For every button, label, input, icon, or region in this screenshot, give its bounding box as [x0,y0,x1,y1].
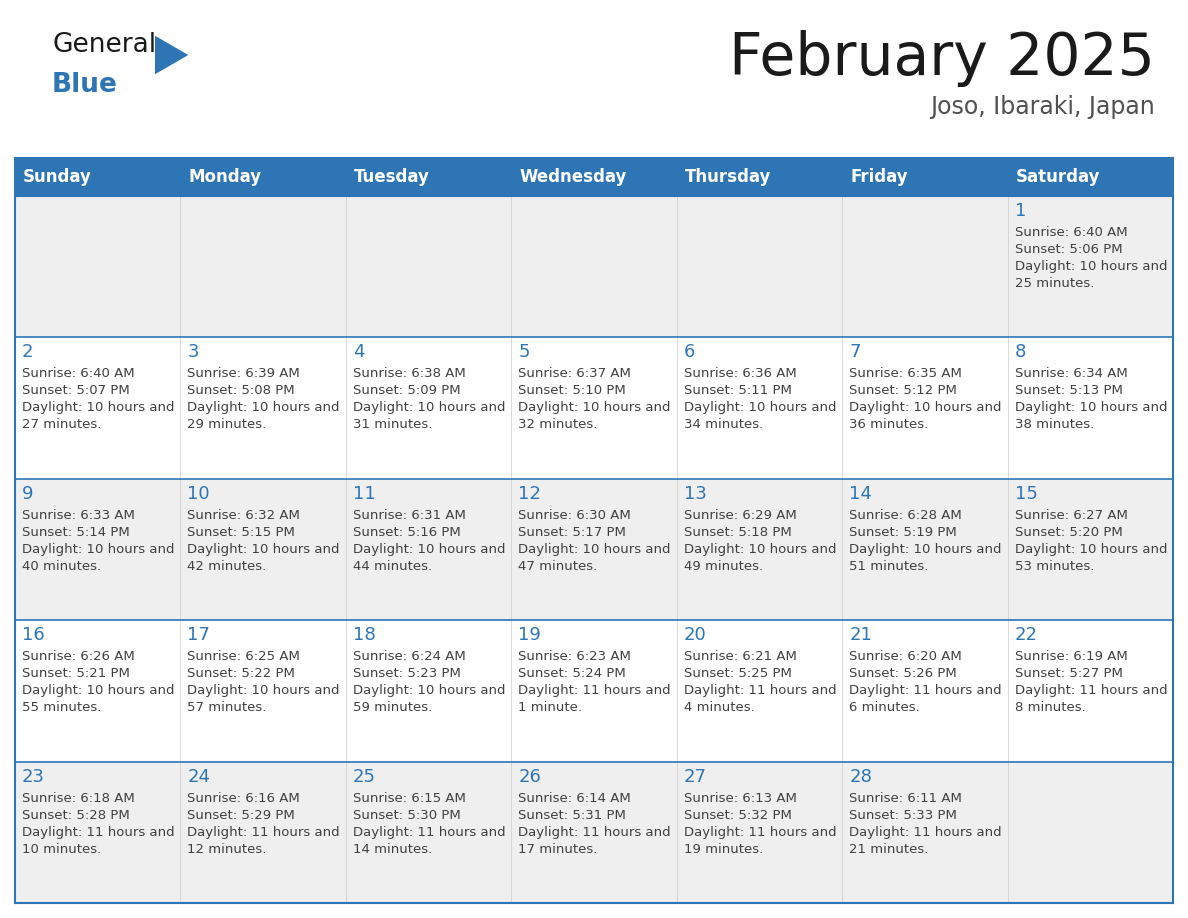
Text: Sunrise: 6:28 AM
Sunset: 5:19 PM
Daylight: 10 hours and
51 minutes.: Sunrise: 6:28 AM Sunset: 5:19 PM Dayligh… [849,509,1001,573]
Text: Saturday: Saturday [1016,168,1100,186]
Text: Friday: Friday [851,168,908,186]
Text: 26: 26 [518,767,542,786]
Text: Joso, Ibaraki, Japan: Joso, Ibaraki, Japan [930,95,1155,119]
Text: 9: 9 [23,485,33,503]
Text: 25: 25 [353,767,375,786]
Text: 27: 27 [684,767,707,786]
Text: 10: 10 [188,485,210,503]
Text: 15: 15 [1015,485,1037,503]
Text: Tuesday: Tuesday [354,168,430,186]
Text: Sunrise: 6:34 AM
Sunset: 5:13 PM
Daylight: 10 hours and
38 minutes.: Sunrise: 6:34 AM Sunset: 5:13 PM Dayligh… [1015,367,1167,431]
Text: Wednesday: Wednesday [519,168,626,186]
Text: Sunrise: 6:35 AM
Sunset: 5:12 PM
Daylight: 10 hours and
36 minutes.: Sunrise: 6:35 AM Sunset: 5:12 PM Dayligh… [849,367,1001,431]
Text: Sunrise: 6:29 AM
Sunset: 5:18 PM
Daylight: 10 hours and
49 minutes.: Sunrise: 6:29 AM Sunset: 5:18 PM Dayligh… [684,509,836,573]
Text: Sunrise: 6:14 AM
Sunset: 5:31 PM
Daylight: 11 hours and
17 minutes.: Sunrise: 6:14 AM Sunset: 5:31 PM Dayligh… [518,791,671,856]
Text: Sunrise: 6:11 AM
Sunset: 5:33 PM
Daylight: 11 hours and
21 minutes.: Sunrise: 6:11 AM Sunset: 5:33 PM Dayligh… [849,791,1001,856]
Text: Sunrise: 6:33 AM
Sunset: 5:14 PM
Daylight: 10 hours and
40 minutes.: Sunrise: 6:33 AM Sunset: 5:14 PM Dayligh… [23,509,175,573]
Text: Sunrise: 6:37 AM
Sunset: 5:10 PM
Daylight: 10 hours and
32 minutes.: Sunrise: 6:37 AM Sunset: 5:10 PM Dayligh… [518,367,671,431]
Text: Sunrise: 6:26 AM
Sunset: 5:21 PM
Daylight: 10 hours and
55 minutes.: Sunrise: 6:26 AM Sunset: 5:21 PM Dayligh… [23,650,175,714]
Text: February 2025: February 2025 [729,30,1155,87]
Text: 7: 7 [849,343,860,362]
Text: 28: 28 [849,767,872,786]
Text: 6: 6 [684,343,695,362]
Text: 14: 14 [849,485,872,503]
Text: Sunrise: 6:39 AM
Sunset: 5:08 PM
Daylight: 10 hours and
29 minutes.: Sunrise: 6:39 AM Sunset: 5:08 PM Dayligh… [188,367,340,431]
Text: 12: 12 [518,485,542,503]
Text: Sunrise: 6:36 AM
Sunset: 5:11 PM
Daylight: 10 hours and
34 minutes.: Sunrise: 6:36 AM Sunset: 5:11 PM Dayligh… [684,367,836,431]
Text: 16: 16 [23,626,45,644]
Text: Sunrise: 6:13 AM
Sunset: 5:32 PM
Daylight: 11 hours and
19 minutes.: Sunrise: 6:13 AM Sunset: 5:32 PM Dayligh… [684,791,836,856]
Text: Sunrise: 6:27 AM
Sunset: 5:20 PM
Daylight: 10 hours and
53 minutes.: Sunrise: 6:27 AM Sunset: 5:20 PM Dayligh… [1015,509,1167,573]
Text: 17: 17 [188,626,210,644]
Text: Sunrise: 6:25 AM
Sunset: 5:22 PM
Daylight: 10 hours and
57 minutes.: Sunrise: 6:25 AM Sunset: 5:22 PM Dayligh… [188,650,340,714]
Text: Sunrise: 6:32 AM
Sunset: 5:15 PM
Daylight: 10 hours and
42 minutes.: Sunrise: 6:32 AM Sunset: 5:15 PM Dayligh… [188,509,340,573]
Text: Sunrise: 6:23 AM
Sunset: 5:24 PM
Daylight: 11 hours and
1 minute.: Sunrise: 6:23 AM Sunset: 5:24 PM Dayligh… [518,650,671,714]
Text: Thursday: Thursday [684,168,771,186]
Text: 5: 5 [518,343,530,362]
Text: Monday: Monday [189,168,261,186]
Text: 20: 20 [684,626,707,644]
Text: 22: 22 [1015,626,1037,644]
Text: Sunrise: 6:19 AM
Sunset: 5:27 PM
Daylight: 11 hours and
8 minutes.: Sunrise: 6:19 AM Sunset: 5:27 PM Dayligh… [1015,650,1167,714]
Text: Sunday: Sunday [23,168,91,186]
Text: 2: 2 [23,343,33,362]
Text: Sunrise: 6:16 AM
Sunset: 5:29 PM
Daylight: 11 hours and
12 minutes.: Sunrise: 6:16 AM Sunset: 5:29 PM Dayligh… [188,791,340,856]
Text: 1: 1 [1015,202,1026,220]
Text: 11: 11 [353,485,375,503]
Text: 18: 18 [353,626,375,644]
Text: 21: 21 [849,626,872,644]
Text: 23: 23 [23,767,45,786]
Text: Sunrise: 6:38 AM
Sunset: 5:09 PM
Daylight: 10 hours and
31 minutes.: Sunrise: 6:38 AM Sunset: 5:09 PM Dayligh… [353,367,505,431]
Text: 13: 13 [684,485,707,503]
Text: 19: 19 [518,626,542,644]
Text: Sunrise: 6:24 AM
Sunset: 5:23 PM
Daylight: 10 hours and
59 minutes.: Sunrise: 6:24 AM Sunset: 5:23 PM Dayligh… [353,650,505,714]
Text: Sunrise: 6:21 AM
Sunset: 5:25 PM
Daylight: 11 hours and
4 minutes.: Sunrise: 6:21 AM Sunset: 5:25 PM Dayligh… [684,650,836,714]
Text: Sunrise: 6:31 AM
Sunset: 5:16 PM
Daylight: 10 hours and
44 minutes.: Sunrise: 6:31 AM Sunset: 5:16 PM Dayligh… [353,509,505,573]
Text: Sunrise: 6:40 AM
Sunset: 5:06 PM
Daylight: 10 hours and
25 minutes.: Sunrise: 6:40 AM Sunset: 5:06 PM Dayligh… [1015,226,1167,290]
Text: Sunrise: 6:40 AM
Sunset: 5:07 PM
Daylight: 10 hours and
27 minutes.: Sunrise: 6:40 AM Sunset: 5:07 PM Dayligh… [23,367,175,431]
Text: Sunrise: 6:15 AM
Sunset: 5:30 PM
Daylight: 11 hours and
14 minutes.: Sunrise: 6:15 AM Sunset: 5:30 PM Dayligh… [353,791,505,856]
Text: Blue: Blue [52,72,118,98]
Text: Sunrise: 6:30 AM
Sunset: 5:17 PM
Daylight: 10 hours and
47 minutes.: Sunrise: 6:30 AM Sunset: 5:17 PM Dayligh… [518,509,671,573]
Text: 4: 4 [353,343,365,362]
Text: General: General [52,32,156,58]
Text: 24: 24 [188,767,210,786]
Text: Sunrise: 6:18 AM
Sunset: 5:28 PM
Daylight: 11 hours and
10 minutes.: Sunrise: 6:18 AM Sunset: 5:28 PM Dayligh… [23,791,175,856]
Text: Sunrise: 6:20 AM
Sunset: 5:26 PM
Daylight: 11 hours and
6 minutes.: Sunrise: 6:20 AM Sunset: 5:26 PM Dayligh… [849,650,1001,714]
Text: 3: 3 [188,343,198,362]
Text: 8: 8 [1015,343,1026,362]
